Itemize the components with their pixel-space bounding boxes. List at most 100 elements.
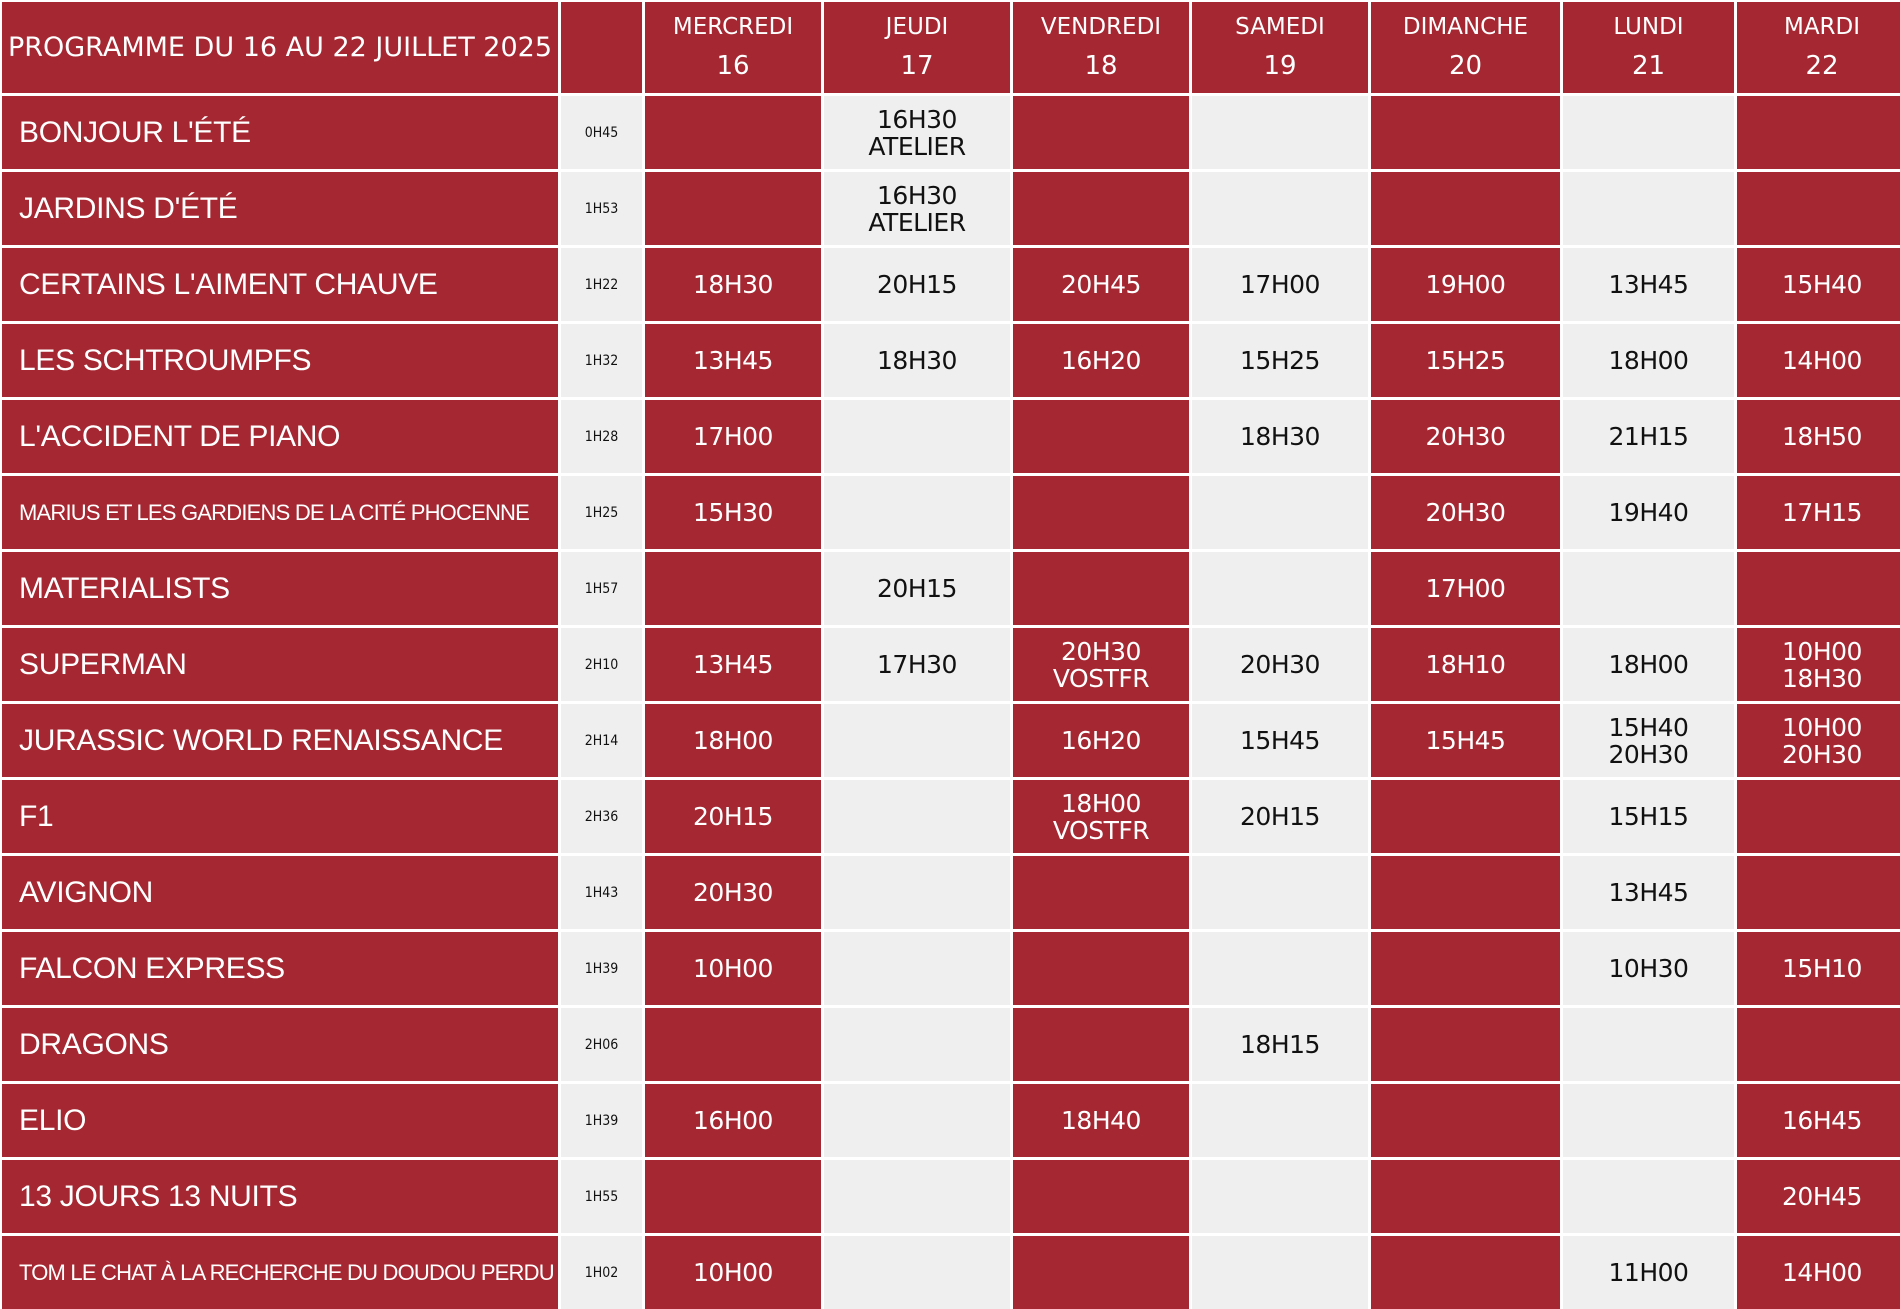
showtime: 18H30 xyxy=(693,270,773,299)
showtime: 16H20 xyxy=(1061,726,1141,755)
film-title: CERTAINS L'AIMENT CHAUVE xyxy=(2,248,558,321)
showtime-cell xyxy=(1192,476,1368,549)
showtime: 15H45 xyxy=(1425,726,1506,755)
film-duration: 1H32 xyxy=(561,324,642,397)
showtime-cell: 20H30 xyxy=(1192,628,1368,701)
showtime-cell: 18H00 xyxy=(1563,324,1734,397)
showtime: 16H45 xyxy=(1782,1106,1862,1135)
showtime-cell: 20H30 xyxy=(645,856,821,929)
showtime: 15H45 xyxy=(1240,726,1320,755)
showtime-cell: 21H15 xyxy=(1563,400,1734,473)
showtime: 20H15 xyxy=(877,270,957,299)
film-title: L'ACCIDENT DE PIANO xyxy=(2,400,558,473)
showtime-cell xyxy=(1013,856,1189,929)
day-number: 18 xyxy=(1084,51,1118,81)
showtime-cell xyxy=(1192,1084,1368,1157)
showtime: 15H40 xyxy=(1608,712,1689,742)
showtime: 17H00 xyxy=(1240,270,1320,299)
showtime-cell xyxy=(645,96,821,169)
showtime-cell: 16H00 xyxy=(645,1084,821,1157)
film-title: ELIO xyxy=(2,1084,558,1157)
showtime-cell xyxy=(1192,856,1368,929)
showtime-cell xyxy=(1371,96,1560,169)
showtime-cell xyxy=(1013,932,1189,1005)
showtime: 17H00 xyxy=(693,422,773,451)
showtime-cell xyxy=(1371,780,1560,853)
showtime-cell: 16H30 ATELIER xyxy=(824,172,1010,245)
showtime-cell xyxy=(1013,96,1189,169)
film-duration: 1H53 xyxy=(561,172,642,245)
showtime: 15H40 xyxy=(1782,270,1862,299)
showtime-cell: 20H15 xyxy=(1192,780,1368,853)
day-header-thu: JEUDI 17 xyxy=(824,2,1010,93)
day-name: MERCREDI xyxy=(672,14,794,40)
showtime: 10H00 xyxy=(693,1258,773,1287)
showtime-cell: 15H15 xyxy=(1563,780,1734,853)
showtime-cell: 11H00 xyxy=(1563,1236,1734,1309)
film-duration: 1H39 xyxy=(561,932,642,1005)
showtime-cell: 18H30 xyxy=(645,248,821,321)
showtime: VOSTFR xyxy=(1052,815,1150,845)
showtime-cell xyxy=(645,1008,821,1081)
showtime-cell: 17H00 xyxy=(645,400,821,473)
showtime-cell: 17H15 xyxy=(1737,476,1900,549)
showtime-cell: 16H20 xyxy=(1013,324,1189,397)
day-name: MARDI xyxy=(1783,14,1861,40)
showtime-cell: 14H00 xyxy=(1737,324,1900,397)
showtime-cell: 15H45 xyxy=(1192,704,1368,777)
showtime-cell xyxy=(1737,172,1900,245)
showtime-cell xyxy=(824,1084,1010,1157)
showtime-cell: 20H30 xyxy=(1371,476,1560,549)
showtime-cell: 20H30 VOSTFR xyxy=(1013,628,1189,701)
showtime: 15H25 xyxy=(1240,346,1320,375)
showtime-cell xyxy=(1563,96,1734,169)
day-number: 20 xyxy=(1448,51,1483,81)
day-number: 17 xyxy=(900,51,934,81)
showtime: 20H30 xyxy=(1425,498,1506,527)
showtime: 20H30 xyxy=(1608,739,1689,769)
showtime-cell xyxy=(1371,1084,1560,1157)
showtime-cell xyxy=(1737,780,1900,853)
showtime: 17H15 xyxy=(1782,498,1862,527)
showtime: 18H50 xyxy=(1782,422,1862,451)
showtime-cell xyxy=(645,1160,821,1233)
showtime-cell: 15H40 xyxy=(1737,248,1900,321)
showtime-cell: 17H00 xyxy=(1371,552,1560,625)
showtime-cell xyxy=(1371,1236,1560,1309)
showtime: 14H00 xyxy=(1782,346,1862,375)
showtime: 20H30 xyxy=(693,878,773,907)
showtime: 16H20 xyxy=(1061,346,1141,375)
showtime-cell: 15H25 xyxy=(1192,324,1368,397)
showtime-cell: 19H40 xyxy=(1563,476,1734,549)
showtime: 11H00 xyxy=(1608,1258,1689,1287)
showtime: 19H40 xyxy=(1608,498,1689,527)
showtime-cell: 16H45 xyxy=(1737,1084,1900,1157)
film-duration: 1H28 xyxy=(561,400,642,473)
showtime-cell: 18H15 xyxy=(1192,1008,1368,1081)
showtime: 18H00 xyxy=(1608,650,1689,679)
showtime-cell xyxy=(1192,1236,1368,1309)
showtime-cell: 17H00 xyxy=(1192,248,1368,321)
showtime-cell: 10H30 xyxy=(1563,932,1734,1005)
day-number: 21 xyxy=(1631,51,1666,81)
film-duration: 1H43 xyxy=(561,856,642,929)
showtime: 13H45 xyxy=(693,650,773,679)
showtime: 13H45 xyxy=(693,346,773,375)
day-number: 19 xyxy=(1263,51,1297,81)
showtime-cell xyxy=(824,780,1010,853)
showtime-cell: 14H00 xyxy=(1737,1236,1900,1309)
showtime: 20H30 xyxy=(1782,739,1862,769)
showtime-cell xyxy=(1737,856,1900,929)
day-header-fri: VENDREDI 18 xyxy=(1013,2,1189,93)
film-duration: 1H22 xyxy=(561,248,642,321)
film-title: MATERIALISTS xyxy=(2,552,558,625)
film-title: BONJOUR L'ÉTÉ xyxy=(2,96,558,169)
showtime-cell xyxy=(1737,1008,1900,1081)
film-title: LES SCHTROUMPFS xyxy=(2,324,558,397)
showtime: 17H30 xyxy=(877,650,957,679)
showtime: 18H30 xyxy=(1240,422,1320,451)
day-header-sat: SAMEDI 19 xyxy=(1192,2,1368,93)
showtime-cell xyxy=(1371,856,1560,929)
day-name: VENDREDI xyxy=(1040,14,1162,40)
film-title: AVIGNON xyxy=(2,856,558,929)
